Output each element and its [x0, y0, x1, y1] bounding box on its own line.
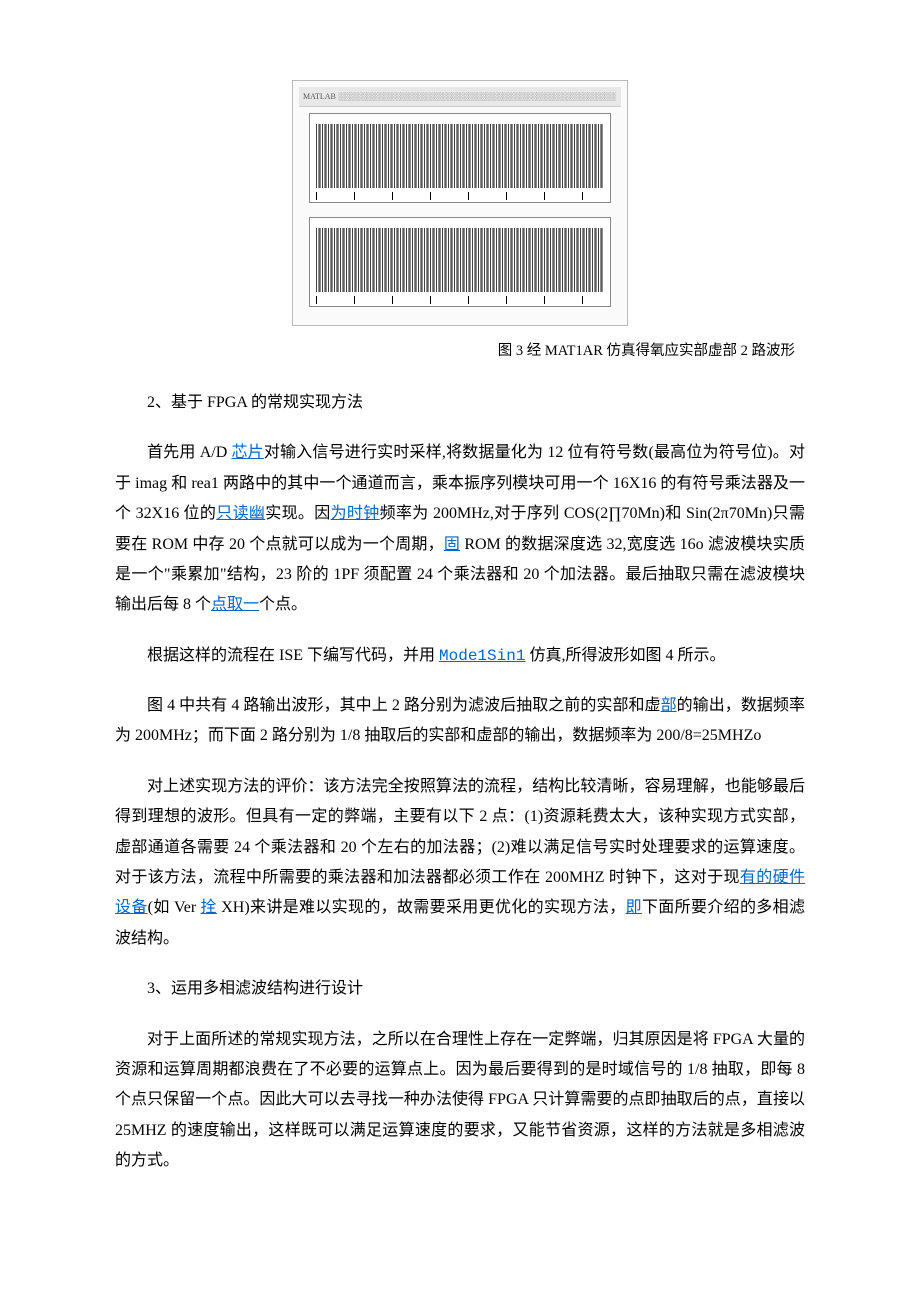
link-clock[interactable]: 为时钟	[331, 505, 380, 522]
figure-3-caption: 图 3 经 MAT1AR 仿真得氧应实部虚部 2 路波形	[115, 338, 805, 366]
figure-3-block: MATLAB ░░░░░░░░░░░░░░░░░░░░░░░░░░░░░░░░░…	[115, 80, 805, 332]
link-bu[interactable]: 部	[661, 697, 677, 714]
link-modelsin[interactable]: Mode1Sin1	[439, 647, 525, 665]
text-run: 仿真,所得波形如图 4 所示。	[525, 647, 725, 664]
link-ji[interactable]: 即	[626, 899, 642, 916]
axis-ticks	[316, 296, 604, 304]
text-run: 对上述实现方法的评价：该方法完全按照算法的流程，结构比较清晰，容易理解，也能够最…	[115, 778, 805, 886]
section-3-para-1: 对于上面所述的常规实现方法，之所以在合理性上存在一定弊端，归其原因是将 FPGA…	[115, 1025, 805, 1177]
document-page: MATLAB ░░░░░░░░░░░░░░░░░░░░░░░░░░░░░░░░░…	[0, 0, 920, 1301]
section-3-heading: 3、运用多相滤波结构进行设计	[115, 974, 805, 1004]
text-run: 实现。因	[265, 505, 330, 522]
text-run: 个点。	[259, 596, 307, 613]
section-2-para-2: 根据这样的流程在 ISE 下编写代码，并用 Mode1Sin1 仿真,所得波形如…	[115, 641, 805, 671]
section-2-para-1: 首先用 A/D 芯片对输入信号进行实时采样,将数据量化为 12 位有符号数(最高…	[115, 438, 805, 620]
link-rom[interactable]: 只读幽	[216, 505, 265, 522]
link-sample-point[interactable]: 点取一	[211, 596, 259, 613]
waveform-noise	[316, 124, 604, 188]
figure-panel-bottom	[309, 217, 611, 307]
link-shuan[interactable]: 拴	[201, 899, 217, 916]
axis-ticks	[316, 192, 604, 200]
figure-toolbar: MATLAB ░░░░░░░░░░░░░░░░░░░░░░░░░░░░░░░░░…	[299, 87, 621, 107]
figure-plots-area	[299, 107, 621, 307]
text-run: 根据这样的流程在 ISE 下编写代码，并用	[147, 647, 439, 664]
link-chip[interactable]: 芯片	[231, 444, 263, 461]
text-run: (如 Ver	[148, 899, 201, 916]
section-2-heading: 2、基于 FPGA 的常规实现方法	[115, 388, 805, 418]
waveform-noise	[316, 228, 604, 292]
figure-panel-top	[309, 113, 611, 203]
section-2-para-4: 对上述实现方法的评价：该方法完全按照算法的流程，结构比较清晰，容易理解，也能够最…	[115, 772, 805, 954]
section-2-para-3: 图 4 中共有 4 路输出波形，其中上 2 路分别为滤波后抽取之前的实部和虚部的…	[115, 691, 805, 752]
figure-3-image: MATLAB ░░░░░░░░░░░░░░░░░░░░░░░░░░░░░░░░░…	[292, 80, 628, 326]
text-run: 首先用 A/D	[147, 444, 231, 461]
text-run: XH)来讲是难以实现的，故需要采用更优化的实现方法，	[217, 899, 626, 916]
link-gu[interactable]: 固	[444, 536, 460, 553]
text-run: 图 4 中共有 4 路输出波形，其中上 2 路分别为滤波后抽取之前的实部和虚	[147, 697, 661, 714]
